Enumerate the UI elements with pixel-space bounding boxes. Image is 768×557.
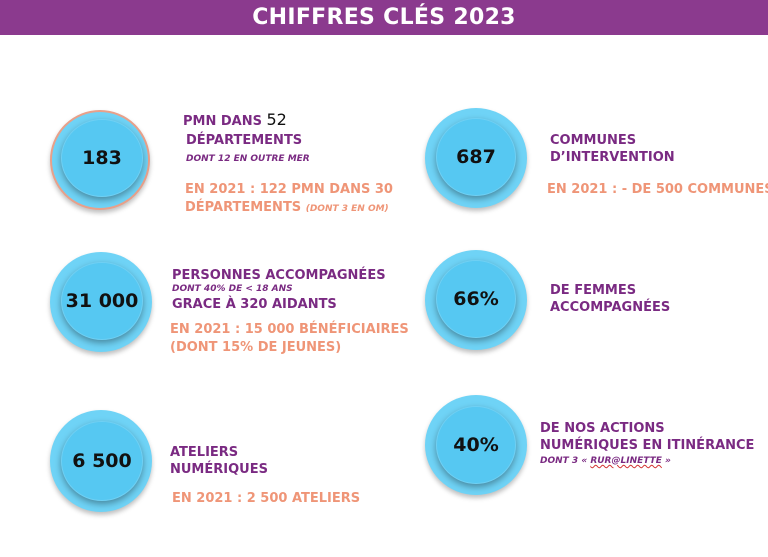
stat-note-pmn-line2-text: DÉPARTEMENTS (185, 200, 306, 215)
stat-label-communes-line2: D’INTERVENTION (550, 150, 675, 165)
stat-inner-circle-pmn: 183 (61, 119, 143, 197)
stat-sub-actions: DONT 3 « RUR@LINETTE » (540, 456, 671, 467)
stat-value-ateliers: 6 500 (72, 450, 132, 472)
stat-label-femmes-line1: DE FEMMES (550, 283, 637, 298)
stat-label-actions-line1: DE NOS ACTIONS (540, 421, 665, 436)
stat-inner-circle-actions: 40% (436, 406, 516, 484)
stat-value-personnes: 31 000 (65, 290, 139, 312)
stat-label-ateliers-line2: NUMÉRIQUES (170, 462, 268, 477)
stat-inner-circle-ateliers: 6 500 (61, 421, 143, 501)
stat-value-communes: 687 (456, 146, 496, 168)
stat-inner-circle-communes: 687 (436, 118, 516, 196)
stat-value-pmn: 183 (82, 147, 122, 169)
stat-label-personnes-line1: PERSONNES ACCOMPAGNÉES (172, 268, 386, 283)
stat-label-femmes-line2: ACCOMPAGNÉES (550, 300, 671, 315)
stat-label-pmn-number: 52 (266, 110, 287, 129)
stat-label-pmn-line2: DÉPARTEMENTS (186, 133, 303, 148)
stat-note-personnes-line2: (DONT 15% DE JEUNES) (170, 340, 342, 355)
stat-note-personnes-line1: EN 2021 : 15 000 BÉNÉFICIAIRES (170, 322, 409, 337)
stat-sub-personnes: DONT 40% DE < 18 ANS (172, 284, 293, 294)
stat-label-pmn-line1: PMN DANS 52 (183, 112, 287, 130)
stat-value-actions: 40% (453, 434, 499, 456)
stat-label-pmn-text: PMN DANS (183, 114, 267, 129)
stat-note-pmn-line1: EN 2021 : 122 PMN DANS 30 (185, 182, 393, 197)
stat-note-pmn-line2: DÉPARTEMENTS (DONT 3 EN OM) (185, 200, 389, 216)
stat-sub-pmn: DONT 12 EN OUTRE MER (186, 154, 310, 164)
stat-inner-circle-femmes: 66% (436, 260, 516, 338)
stat-inner-circle-personnes: 31 000 (61, 262, 143, 340)
stat-label-communes-line1: COMMUNES (550, 133, 637, 148)
stat-note-ateliers: EN 2021 : 2 500 ATELIERS (172, 491, 361, 506)
stat-value-femmes: 66% (453, 288, 499, 310)
stat-label-personnes-line2: GRACE À 320 AIDANTS (172, 297, 337, 312)
stat-sub-actions-suffix: » (661, 456, 671, 466)
stat-sub-actions-brand: RUR@LINETTE (590, 456, 662, 466)
stat-note-pmn-small: (DONT 3 EN OM) (305, 204, 389, 214)
stat-sub-actions-prefix: DONT 3 « (540, 456, 591, 466)
stat-label-actions-line2: NUMÉRIQUES EN ITINÉRANCE (540, 438, 755, 453)
stat-note-communes: EN 2021 : - DE 500 COMMUNES (547, 182, 768, 197)
stat-label-ateliers-line1: ATELIERS (170, 445, 239, 460)
page-header: CHIFFRES CLÉS 2023 (0, 0, 768, 35)
page-title: CHIFFRES CLÉS 2023 (252, 5, 516, 30)
